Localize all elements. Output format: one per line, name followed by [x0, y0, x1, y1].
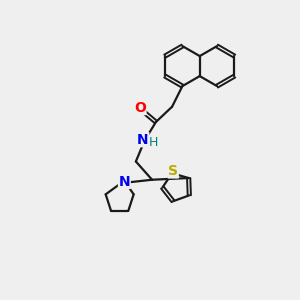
- Text: N: N: [118, 175, 130, 188]
- Text: N: N: [137, 133, 149, 147]
- Text: H: H: [148, 136, 158, 149]
- Text: O: O: [134, 100, 146, 115]
- Text: S: S: [168, 164, 178, 178]
